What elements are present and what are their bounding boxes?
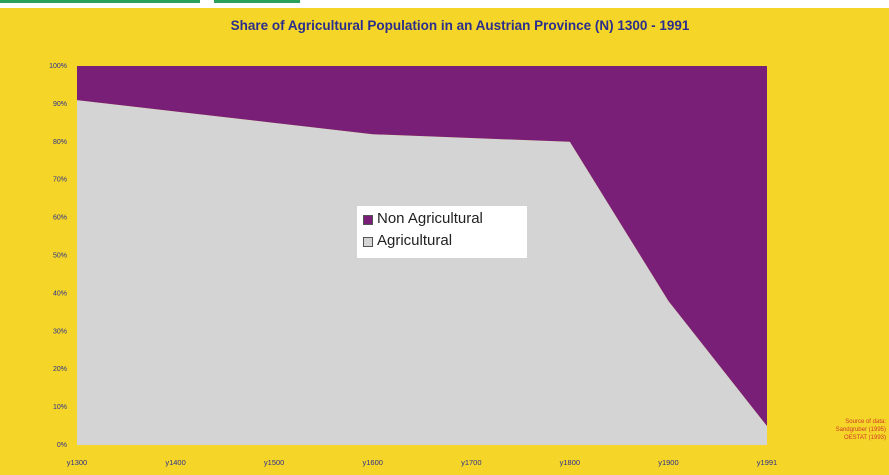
x-tick-label: y1800 <box>560 458 580 467</box>
y-tick-label: 80% <box>53 139 67 146</box>
x-tick-label: y1600 <box>362 458 382 467</box>
source-note: Source of data: Sandgruber (1995) OESTAT… <box>800 418 886 442</box>
y-tick-label: 30% <box>53 328 67 335</box>
y-tick-label: 100% <box>49 63 67 70</box>
y-tick-label: 90% <box>53 101 67 108</box>
legend-swatch-non-agricultural <box>363 215 373 225</box>
y-tick-label: 20% <box>53 366 67 373</box>
source-note-line: Sandgruber (1995) <box>835 427 886 433</box>
area-series-non-agricultural <box>77 66 767 427</box>
x-tick-label: y1400 <box>165 458 185 467</box>
source-note-line: Source of data: <box>845 419 886 425</box>
top-strip <box>0 0 889 8</box>
legend-swatch-agricultural <box>363 237 373 247</box>
y-tick-label: 0% <box>57 442 67 449</box>
y-tick-label: 60% <box>53 215 67 222</box>
y-tick-label: 40% <box>53 290 67 297</box>
area-series-agricultural <box>77 100 767 446</box>
x-tick-label: y1991 <box>757 458 777 467</box>
top-strip-line <box>0 0 200 3</box>
top-strip-line <box>214 0 300 3</box>
legend-label-agricultural: Agricultural <box>377 232 453 249</box>
x-tick-label: y1500 <box>264 458 284 467</box>
y-tick-label: 10% <box>53 404 67 411</box>
legend-label-non-agricultural: Non Agricultural <box>377 210 483 227</box>
source-note-line: OESTAT (1993) <box>843 435 886 441</box>
y-tick-label: 70% <box>53 177 67 184</box>
x-tick-label: y1300 <box>67 458 87 467</box>
x-tick-label: y1900 <box>658 458 678 467</box>
x-tick-label: y1700 <box>461 458 481 467</box>
y-tick-label: 50% <box>53 253 67 260</box>
chart-legend: Non Agricultural Agricultural <box>357 206 527 258</box>
chart-title: Share of Agricultural Population in an A… <box>230 18 690 33</box>
